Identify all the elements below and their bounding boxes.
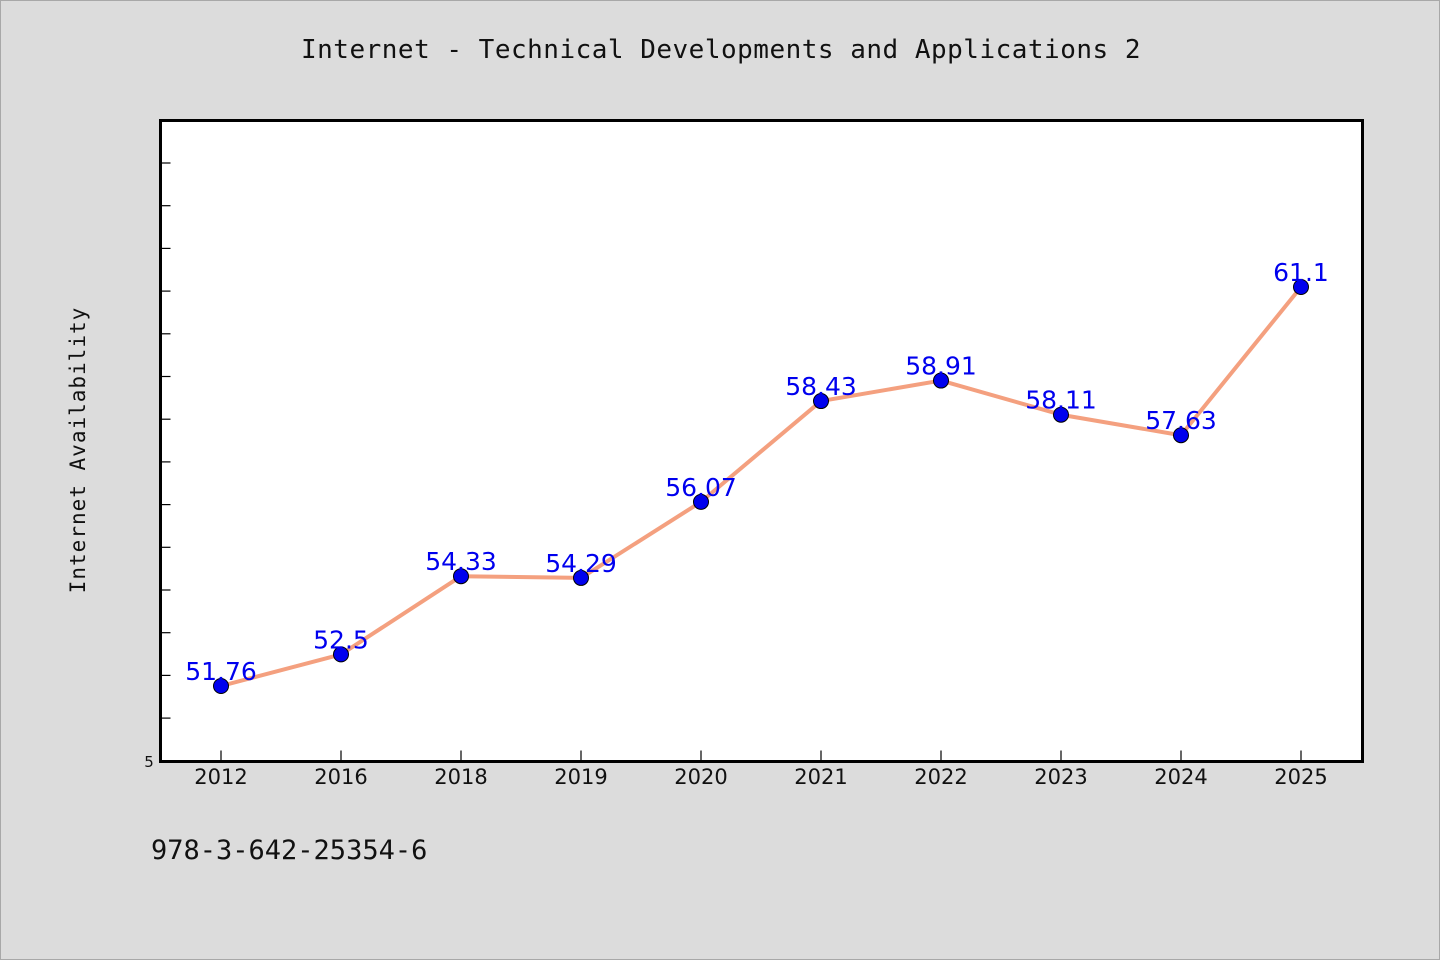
data-point bbox=[813, 393, 829, 410]
data-points bbox=[213, 279, 1309, 694]
data-label: 58.91 bbox=[905, 352, 977, 381]
footer-code: 978-3-642-25354-6 bbox=[151, 835, 428, 866]
data-point bbox=[1173, 427, 1189, 444]
data-point bbox=[213, 678, 229, 694]
x-tick-label: 2018 bbox=[434, 765, 487, 789]
x-tick-label: 2023 bbox=[1034, 765, 1087, 789]
y-tick-label: 5 bbox=[144, 753, 154, 771]
series-line-group bbox=[220, 285, 1303, 688]
x-tick-label: 2020 bbox=[674, 765, 727, 789]
data-label: 58.11 bbox=[1025, 386, 1097, 415]
data-label: 58.43 bbox=[785, 372, 857, 401]
data-label: 54.33 bbox=[425, 547, 497, 576]
data-label: 52.5 bbox=[313, 625, 369, 654]
data-point bbox=[453, 568, 469, 585]
plot-area bbox=[159, 119, 1364, 763]
data-point bbox=[333, 646, 349, 663]
x-tick-label: 2016 bbox=[314, 765, 367, 789]
x-tick-label: 2012 bbox=[194, 765, 247, 789]
x-tick-label: 2025 bbox=[1274, 765, 1327, 789]
x-tick-label: 2024 bbox=[1154, 765, 1207, 789]
x-axis-ticks: 2012 2016 2018 2019 2020 2021 2022 2023 2024 2025 bbox=[194, 750, 1328, 789]
data-label: 56.07 bbox=[665, 473, 737, 502]
chart-title: Internet - Technical Developments and Ap… bbox=[301, 35, 1141, 65]
series-line bbox=[220, 285, 1303, 688]
x-tick-label: 2022 bbox=[914, 765, 967, 789]
data-label: 54.29 bbox=[545, 549, 617, 578]
y-axis-ticks bbox=[160, 162, 171, 719]
data-label: 51.76 bbox=[185, 657, 257, 686]
data-label: 57.63 bbox=[1145, 406, 1217, 435]
x-tick-label: 2019 bbox=[554, 765, 607, 789]
data-labels: 51.76 52.5 54.33 54.29 56.07 58.43 58.91 58.11 5… bbox=[185, 258, 1329, 686]
data-point bbox=[1293, 279, 1309, 295]
data-point bbox=[933, 372, 949, 389]
x-tick-label: 2021 bbox=[794, 765, 847, 789]
data-label: 61.1 bbox=[1273, 258, 1329, 287]
data-point bbox=[693, 493, 709, 510]
data-point bbox=[573, 569, 589, 586]
data-point bbox=[1053, 406, 1069, 423]
